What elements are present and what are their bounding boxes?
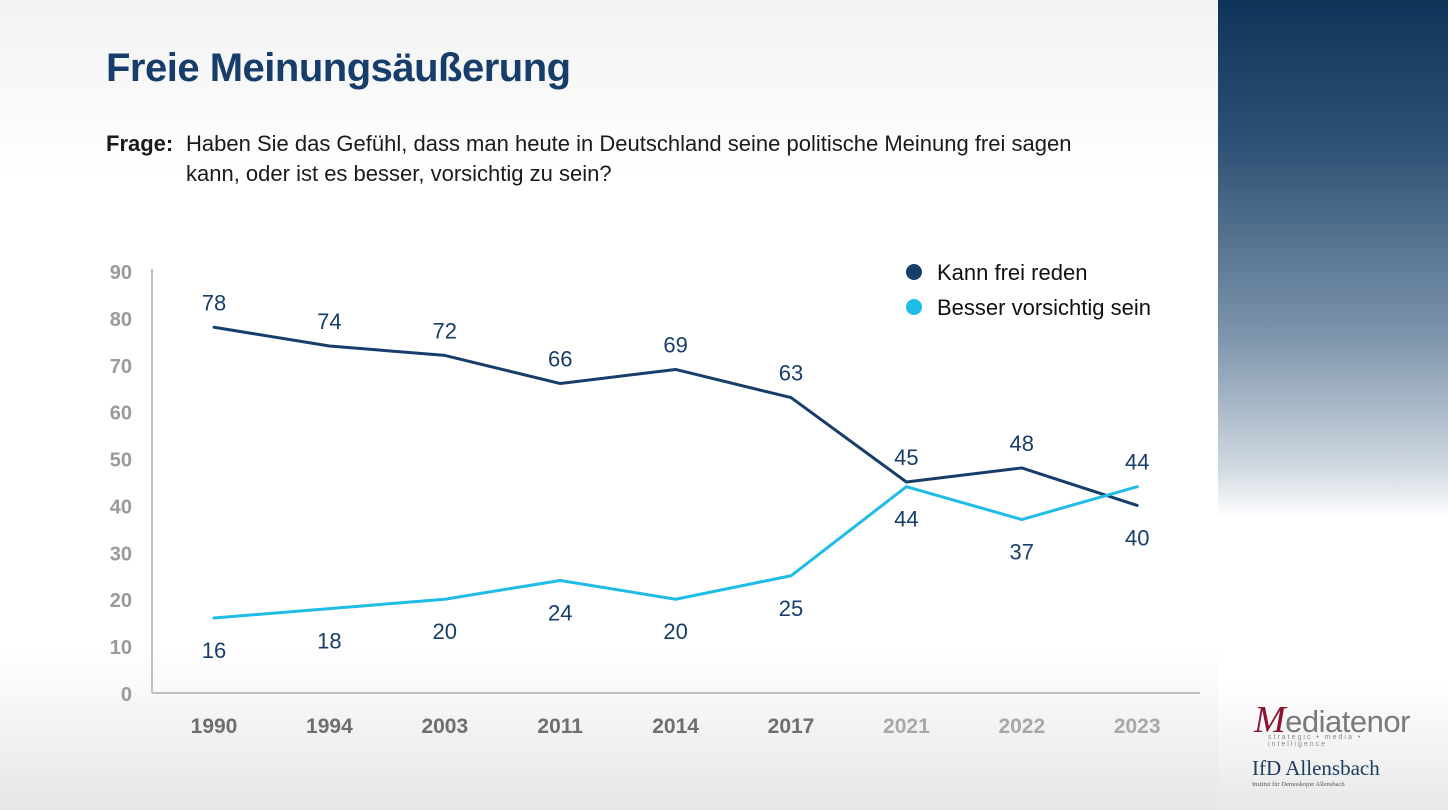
legend-marker (906, 264, 922, 280)
y-tick-label: 10 (110, 637, 132, 659)
series-line-besser-vorsichtig (212, 485, 1139, 620)
data-label: 18 (317, 629, 341, 654)
page-title: Freie Meinungsäußerung (106, 46, 571, 90)
y-tick-label: 60 (110, 403, 132, 425)
x-tick-label: 2014 (652, 715, 699, 738)
data-label: 72 (433, 318, 457, 343)
mediatenor-logo-initial: M (1254, 699, 1286, 741)
mediatenor-tagline: strategic • media • intelligence (1268, 734, 1363, 748)
x-tick-label: 2017 (768, 715, 815, 738)
y-tick-label: 0 (121, 684, 132, 706)
data-label: 45 (894, 445, 918, 470)
x-tick-label: 1990 (191, 715, 238, 738)
data-label: 66 (548, 347, 572, 372)
x-tick-label: 2011 (537, 715, 583, 738)
mediatenor-logo-text: ediatenor (1285, 704, 1410, 739)
y-tick-label: 20 (110, 590, 132, 612)
data-label: 25 (779, 596, 803, 621)
x-tick-label: 2003 (421, 715, 468, 738)
y-tick-label: 30 (110, 543, 132, 565)
data-label: 24 (548, 600, 572, 625)
mediatenor-logo: Mediatenor strategic • media • intellige… (1254, 698, 1424, 748)
x-tick-label: 2021 (883, 715, 930, 738)
y-tick-label: 40 (110, 496, 132, 518)
legend-label: Besser vorsichtig sein (937, 295, 1151, 320)
ifd-allensbach-subtitle: Institut für Demoskopie Allensbach (1252, 781, 1345, 788)
data-label: 44 (1125, 450, 1149, 475)
data-label: 74 (317, 309, 341, 334)
legend-marker (906, 299, 922, 315)
y-tick-label: 90 (110, 262, 132, 284)
data-label: 63 (779, 361, 803, 386)
ifd-allensbach-logo: IfD Allensbach (1252, 756, 1380, 780)
data-label: 37 (1010, 540, 1034, 565)
data-label: 78 (202, 290, 226, 315)
data-label: 16 (202, 638, 226, 663)
x-tick-label: 1994 (306, 715, 353, 738)
y-tick-label: 80 (110, 309, 132, 331)
data-label: 20 (433, 619, 457, 644)
data-label: 20 (663, 619, 687, 644)
decorative-side-panel (1218, 0, 1448, 810)
data-label: 40 (1125, 525, 1149, 550)
data-label: 48 (1010, 431, 1034, 456)
data-label: 69 (663, 332, 687, 357)
question-label: Frage: (106, 131, 174, 156)
data-label: 44 (894, 507, 918, 532)
series-line-kann-frei-reden (212, 325, 1139, 507)
legend-label: Kann frei reden (937, 260, 1087, 285)
y-tick-label: 70 (110, 356, 132, 378)
y-tick-label: 50 (110, 450, 132, 472)
x-tick-label: 2023 (1114, 715, 1161, 738)
question-text: Haben Sie das Gefühl, dass man heute in … (186, 131, 1072, 186)
x-tick-label: 2022 (998, 715, 1045, 738)
